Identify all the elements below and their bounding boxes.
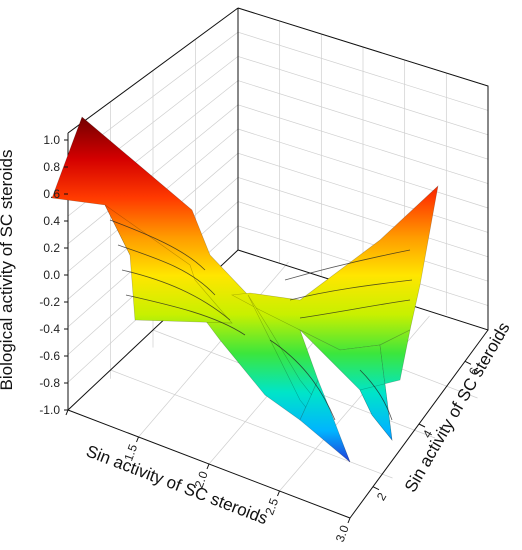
- contour-line: [359, 369, 393, 421]
- contour-line: [269, 339, 336, 421]
- z-tick-label: -0.2: [39, 295, 60, 309]
- z-tick-label: 1.0: [43, 133, 60, 147]
- z-tick-label: 0.0: [43, 268, 60, 282]
- contour-line: [289, 279, 413, 301]
- z-tick-label: 0.6: [43, 187, 60, 201]
- surface-mesh: [51, 116, 439, 463]
- x-tick-label: 2.0: [192, 469, 211, 490]
- z-tick-label: -0.4: [39, 322, 60, 336]
- z-tick-label: 0.8: [43, 160, 60, 174]
- x-tick-mark: [277, 490, 280, 497]
- contour-line: [121, 269, 231, 321]
- surface-patch: [231, 185, 439, 351]
- x-tick-mark: [136, 436, 139, 443]
- x-tick-mark: [65, 409, 69, 416]
- z-tick-label: -0.8: [39, 376, 60, 390]
- y-tick-label: 2: [374, 490, 390, 503]
- x-tick-label: 3.0: [333, 523, 352, 544]
- y-tick-mark: [418, 423, 426, 428]
- floor-gridline: [138, 261, 289, 438]
- y-tick-mark: [372, 486, 380, 491]
- contour-line: [117, 244, 216, 296]
- y-tick-mark: [464, 360, 472, 365]
- z-axis-label: Biological activity of SC steroids: [0, 150, 16, 391]
- x-tick-mark: [206, 463, 210, 470]
- z-tick-label: 0.2: [43, 241, 60, 255]
- contour-line: [109, 219, 206, 271]
- x-axis-label: Sin activity of SC steroids: [84, 441, 271, 528]
- contour-lines: [109, 219, 413, 421]
- z-tick-label: 0.4: [43, 214, 60, 228]
- contour-line: [299, 299, 411, 319]
- x-tick-label: 2.5: [262, 496, 281, 517]
- z-tick-label: -0.6: [39, 349, 60, 363]
- y-axis-label: Sin activity of SC steroids: [401, 319, 514, 495]
- x-axis-ticks: 1.5 2.0 2.5 3.0: [65, 409, 352, 544]
- contour-line: [125, 294, 246, 336]
- surface-patch: [359, 329, 411, 442]
- floor-gridline: [110, 369, 393, 479]
- contour-line: [284, 249, 411, 281]
- x-tick-label: 1.5: [121, 442, 140, 463]
- z-tick-label: -1.0: [39, 403, 60, 417]
- x-tick-mark: [347, 517, 351, 524]
- z-axis-ticks: 1.0 0.8 0.6 0.4 0.2 0.0 -0.2 -0.4 -0.6 -0.8 -1.0: [39, 133, 68, 417]
